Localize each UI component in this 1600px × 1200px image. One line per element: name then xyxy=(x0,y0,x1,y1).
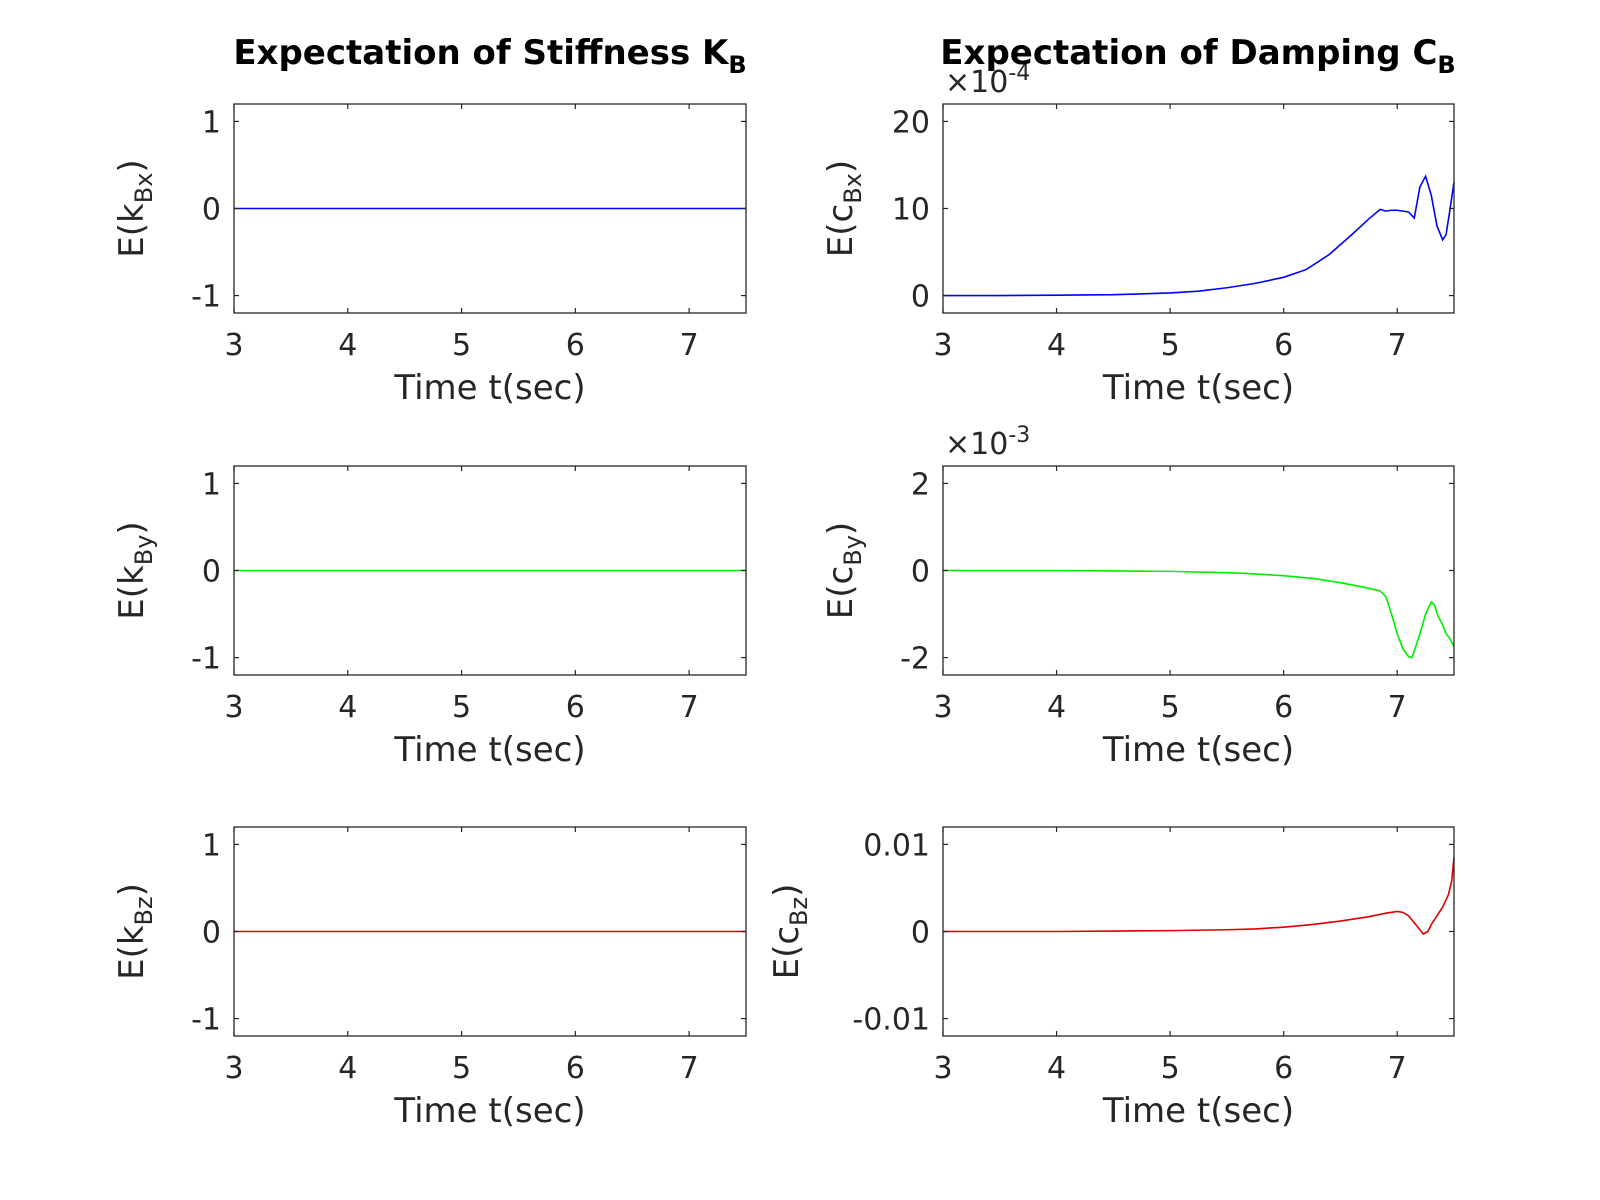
y-tick-label: 0 xyxy=(202,555,221,590)
y-tick-label: 0.01 xyxy=(863,828,930,863)
x-tick-label: 6 xyxy=(566,1051,585,1086)
y-tick-label: -2 xyxy=(900,642,930,677)
x-axis-label: Time t(sec) xyxy=(393,368,585,408)
x-axis-label: Time t(sec) xyxy=(393,1091,585,1131)
y-axis-label: E(kBz) xyxy=(112,883,158,980)
subplot-stiffness-z: 3 4 5 6 7 -1 0 1 Time t(sec) E(kBz) xyxy=(112,826,747,1131)
x-tick-label: 4 xyxy=(1047,328,1066,363)
x-tick-label: 7 xyxy=(680,328,699,363)
x-tick-label: 3 xyxy=(224,328,243,363)
x-tick-label: 6 xyxy=(566,690,585,725)
y-axis-label: E(kBx) xyxy=(112,159,158,257)
x-tick-label: 3 xyxy=(933,1051,952,1086)
series-line xyxy=(943,174,1455,297)
y-axis-label: E(cBy) xyxy=(821,522,867,619)
x-tick-label: 5 xyxy=(1161,1051,1180,1086)
x-axis-label: Time t(sec) xyxy=(393,730,585,770)
series-line xyxy=(943,569,1455,659)
y-tick-label: 0 xyxy=(911,916,930,951)
subplot-damping-z: 3 4 5 6 7 -0.01 0 0.01 Time t(sec) E(cBz) xyxy=(767,826,1455,1131)
subplot-damping-y: 3 4 5 6 7 -2 0 2 Time t(sec) E(cBy) ×10-3 xyxy=(821,423,1455,770)
y-axis-label: E(cBz) xyxy=(767,884,813,980)
x-tick-label: 7 xyxy=(680,690,699,725)
y-tick-label: 2 xyxy=(911,467,930,502)
axes-box xyxy=(942,103,1455,314)
x-tick-label: 3 xyxy=(933,690,952,725)
y-tick-label: -0.01 xyxy=(852,1003,930,1038)
x-tick-label: 5 xyxy=(452,690,471,725)
x-tick-label: 4 xyxy=(1047,690,1066,725)
x-tick-label: 6 xyxy=(1274,1051,1293,1086)
x-tick-label: 4 xyxy=(338,1051,357,1086)
y-tick-label: 0 xyxy=(202,916,221,951)
x-tick-label: 7 xyxy=(1388,690,1407,725)
y-tick-label: 0 xyxy=(911,555,930,590)
x-tick-label: 3 xyxy=(224,1051,243,1086)
x-tick-label: 5 xyxy=(452,1051,471,1086)
x-tick-label: 6 xyxy=(1274,690,1293,725)
x-tick-label: 5 xyxy=(1161,328,1180,363)
subplot-damping-x: 3 4 5 6 7 0 10 20 Time t(sec) E(cBx) ×10-4Expectat… xyxy=(821,33,1456,408)
x-tick-label: 7 xyxy=(680,1051,699,1086)
y-tick-label: -1 xyxy=(191,280,221,315)
y-axis-label: E(kBy) xyxy=(112,521,158,619)
x-tick-label: 7 xyxy=(1388,328,1407,363)
x-tick-label: 4 xyxy=(338,328,357,363)
x-axis-label: Time t(sec) xyxy=(1102,368,1294,408)
x-tick-label: 3 xyxy=(224,690,243,725)
x-tick-label: 5 xyxy=(452,328,471,363)
subplot-title: Expectation of Damping CB xyxy=(940,33,1455,79)
x-tick-label: 6 xyxy=(1274,328,1293,363)
subplot-title: Expectation of Stiffness KB xyxy=(233,33,746,79)
x-tick-label: 4 xyxy=(1047,1051,1066,1086)
y-tick-label: -1 xyxy=(191,642,221,677)
x-tick-label: 6 xyxy=(566,328,585,363)
x-tick-label: 5 xyxy=(1161,690,1180,725)
subplot-stiffness-x: 3 4 5 6 7 -1 0 1 Time t(sec) E(kBx) Expectation of… xyxy=(112,33,747,408)
y-tick-label: 20 xyxy=(892,105,930,140)
x-axis-label: Time t(sec) xyxy=(1102,730,1294,770)
x-tick-label: 7 xyxy=(1388,1051,1407,1086)
x-axis-label: Time t(sec) xyxy=(1102,1091,1294,1131)
subplot-stiffness-y: 3 4 5 6 7 -1 0 1 Time t(sec) E(kBy) xyxy=(112,465,747,770)
y-tick-label: -1 xyxy=(191,1003,221,1038)
y-tick-label: 10 xyxy=(892,193,930,228)
axis-exponent-label: ×10-3 xyxy=(945,423,1030,462)
x-tick-label: 3 xyxy=(933,328,952,363)
y-tick-label: 1 xyxy=(202,828,221,863)
y-tick-label: 0 xyxy=(202,193,221,228)
series-line xyxy=(943,857,1455,936)
y-tick-label: 1 xyxy=(202,467,221,502)
y-tick-label: 1 xyxy=(202,105,221,140)
x-tick-label: 4 xyxy=(338,690,357,725)
y-tick-label: 0 xyxy=(911,280,930,315)
y-axis-label: E(cBx) xyxy=(821,160,867,257)
axis-exponent-label: ×10-4 xyxy=(945,61,1030,100)
